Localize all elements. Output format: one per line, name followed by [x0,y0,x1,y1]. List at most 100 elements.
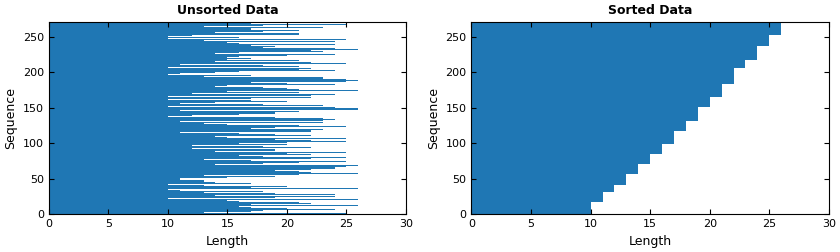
Bar [49,28,251,29]
Bar [471,94,722,95]
Bar [471,143,674,144]
Bar [471,44,769,45]
Bar [49,68,311,69]
Bar [471,200,602,201]
Bar [471,153,662,154]
Bar [49,111,299,112]
Bar [471,68,733,69]
Bar [49,213,346,214]
Bar [49,192,203,193]
Bar [49,201,239,202]
Bar [471,107,698,108]
Bar [471,47,758,48]
Bar [49,113,275,114]
Bar [49,52,239,53]
Bar [49,124,359,125]
Bar [49,34,299,35]
Bar [49,184,168,185]
Bar [49,103,180,104]
Bar [49,205,359,206]
Bar [471,53,758,54]
Bar [49,83,287,84]
Bar [49,191,263,192]
Bar [471,23,781,24]
Bar [49,200,228,201]
Bar [471,134,674,135]
Bar [49,119,263,120]
Bar [471,62,745,63]
Bar [49,187,251,188]
Title: Sorted Data: Sorted Data [608,4,692,17]
Bar [49,56,239,57]
Bar [49,154,311,155]
Bar [49,204,251,205]
Bar [49,206,239,207]
Bar [471,167,638,168]
Bar [471,112,698,113]
Bar [49,176,275,177]
Bar [49,116,168,117]
Bar [471,203,591,204]
Bar [471,104,710,105]
Bar [471,55,758,56]
Bar [471,37,769,38]
Bar [49,64,180,65]
Bar [49,45,251,46]
Bar [49,50,311,51]
Bar [471,166,638,167]
Bar [49,88,287,89]
Bar [49,110,180,111]
Bar [49,140,311,141]
Bar [49,37,239,38]
Bar [471,184,627,185]
Bar [49,133,239,134]
Bar [49,202,299,203]
Bar [49,90,359,91]
Bar [471,69,733,70]
Bar [471,213,591,214]
Bar [49,108,359,109]
Bar [471,205,591,206]
Bar [49,168,334,169]
Bar [471,97,722,98]
Bar [471,156,650,157]
Bar [471,118,698,119]
Bar [49,128,251,129]
Bar [471,103,710,104]
Bar [49,80,359,81]
Bar [471,164,638,165]
Bar [471,198,602,199]
Bar [471,149,662,150]
Bar [471,188,614,189]
Bar [471,77,733,78]
Bar [471,211,591,212]
Bar [471,183,627,184]
Bar [471,212,591,213]
Bar [49,48,334,49]
Bar [471,160,650,161]
Bar [49,69,299,70]
Bar [49,70,311,71]
Bar [471,95,722,96]
Bar [471,42,769,43]
Bar [49,53,216,54]
Bar [471,191,614,192]
Bar [49,143,239,144]
Bar [471,24,781,25]
Bar [49,71,239,72]
Bar [471,135,674,136]
Bar [471,146,662,147]
X-axis label: Length: Length [206,235,249,248]
Bar [471,119,698,120]
Bar [471,138,674,139]
Bar [49,59,228,60]
Bar [49,26,203,27]
Bar [471,152,662,153]
Bar [471,194,602,195]
Bar [49,199,359,200]
Bar [471,81,733,82]
Bar [49,208,287,209]
Bar [471,22,781,23]
Bar [49,141,346,142]
Bar [471,117,698,118]
